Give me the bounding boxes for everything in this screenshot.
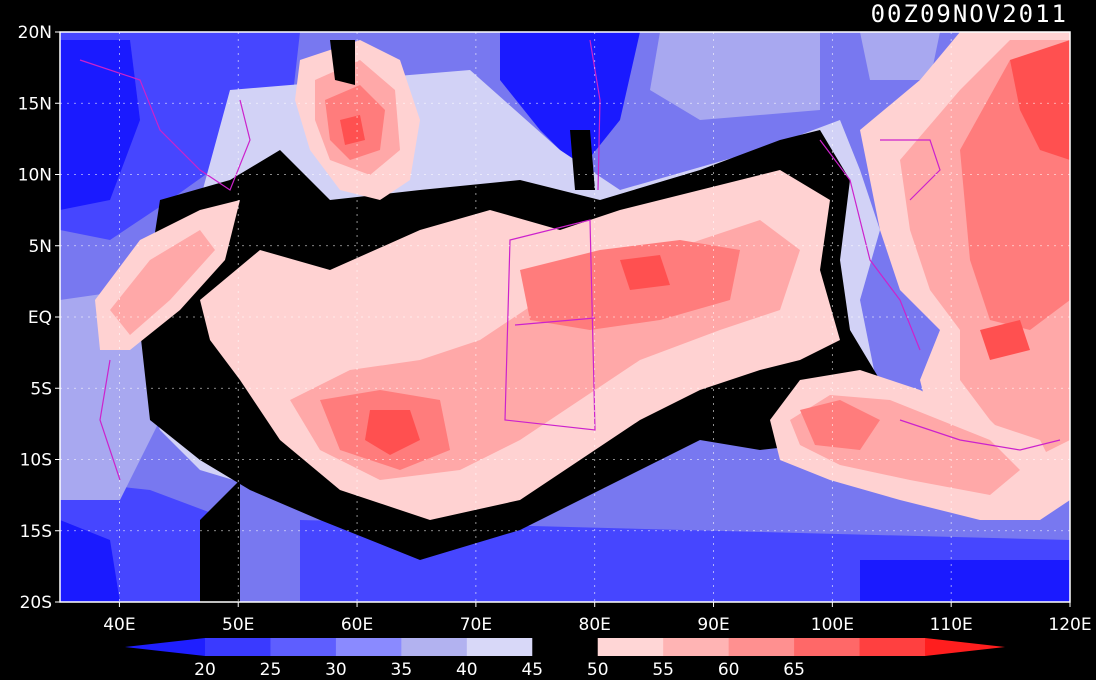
- colorbar-label: 25: [260, 660, 282, 680]
- lat-label: EQ: [28, 308, 52, 328]
- colorbar-box: [270, 638, 337, 656]
- colorbar-label: 55: [652, 660, 674, 680]
- latitude-labels: 20N 15N 10N 5N EQ 5S 10S 15S 20S: [18, 23, 60, 613]
- colorbar-label: 45: [521, 660, 543, 680]
- colorbar-box: [205, 638, 271, 656]
- colorbar-box: [532, 638, 599, 656]
- lon-label: 100E: [811, 615, 854, 635]
- lon-label: 90E: [697, 615, 729, 635]
- longitude-labels: 40E 50E 60E 70E 80E 90E 100E 110E 120E: [103, 602, 1092, 635]
- lat-label: 10N: [18, 166, 52, 186]
- lat-label: 20S: [20, 593, 52, 613]
- colorbar-right-arrow: [925, 638, 1005, 656]
- colorbar-label: 35: [391, 660, 413, 680]
- colorbar-label: 65: [783, 660, 805, 680]
- lat-label: 15N: [18, 94, 52, 114]
- colorbar: 20 25 30 35 40 45 50 55 60 65: [125, 638, 1005, 680]
- colorbar-box: [401, 638, 468, 656]
- lon-label: 80E: [579, 615, 611, 635]
- lon-label: 120E: [1048, 615, 1091, 635]
- lat-label: 5N: [28, 237, 52, 257]
- lon-label: 110E: [930, 615, 973, 635]
- lat-label: 5S: [30, 379, 52, 399]
- contour-field: [60, 32, 1070, 602]
- colorbar-label: 60: [718, 660, 740, 680]
- lon-label: 60E: [341, 615, 373, 635]
- colorbar-box: [466, 638, 533, 656]
- lat-label: 10S: [20, 451, 52, 471]
- colorbar-box: [728, 638, 795, 656]
- colorbar-label: 30: [325, 660, 347, 680]
- colorbar-label: 40: [456, 660, 478, 680]
- colorbar-box: [597, 638, 664, 656]
- colorbar-box: [794, 638, 861, 656]
- colorbar-box: [335, 638, 402, 656]
- timestamp-label: 00Z09NOV2011: [870, 0, 1068, 28]
- lat-label: 20N: [18, 23, 52, 43]
- lat-label: 15S: [20, 522, 52, 542]
- lon-label: 40E: [103, 615, 135, 635]
- lon-label: 50E: [222, 615, 254, 635]
- lon-label: 70E: [460, 615, 492, 635]
- colorbar-label: 50: [587, 660, 609, 680]
- colorbar-box: [859, 638, 926, 656]
- colorbar-box: [663, 638, 730, 656]
- colorbar-left-arrow: [125, 638, 205, 656]
- colorbar-label: 20: [194, 660, 216, 680]
